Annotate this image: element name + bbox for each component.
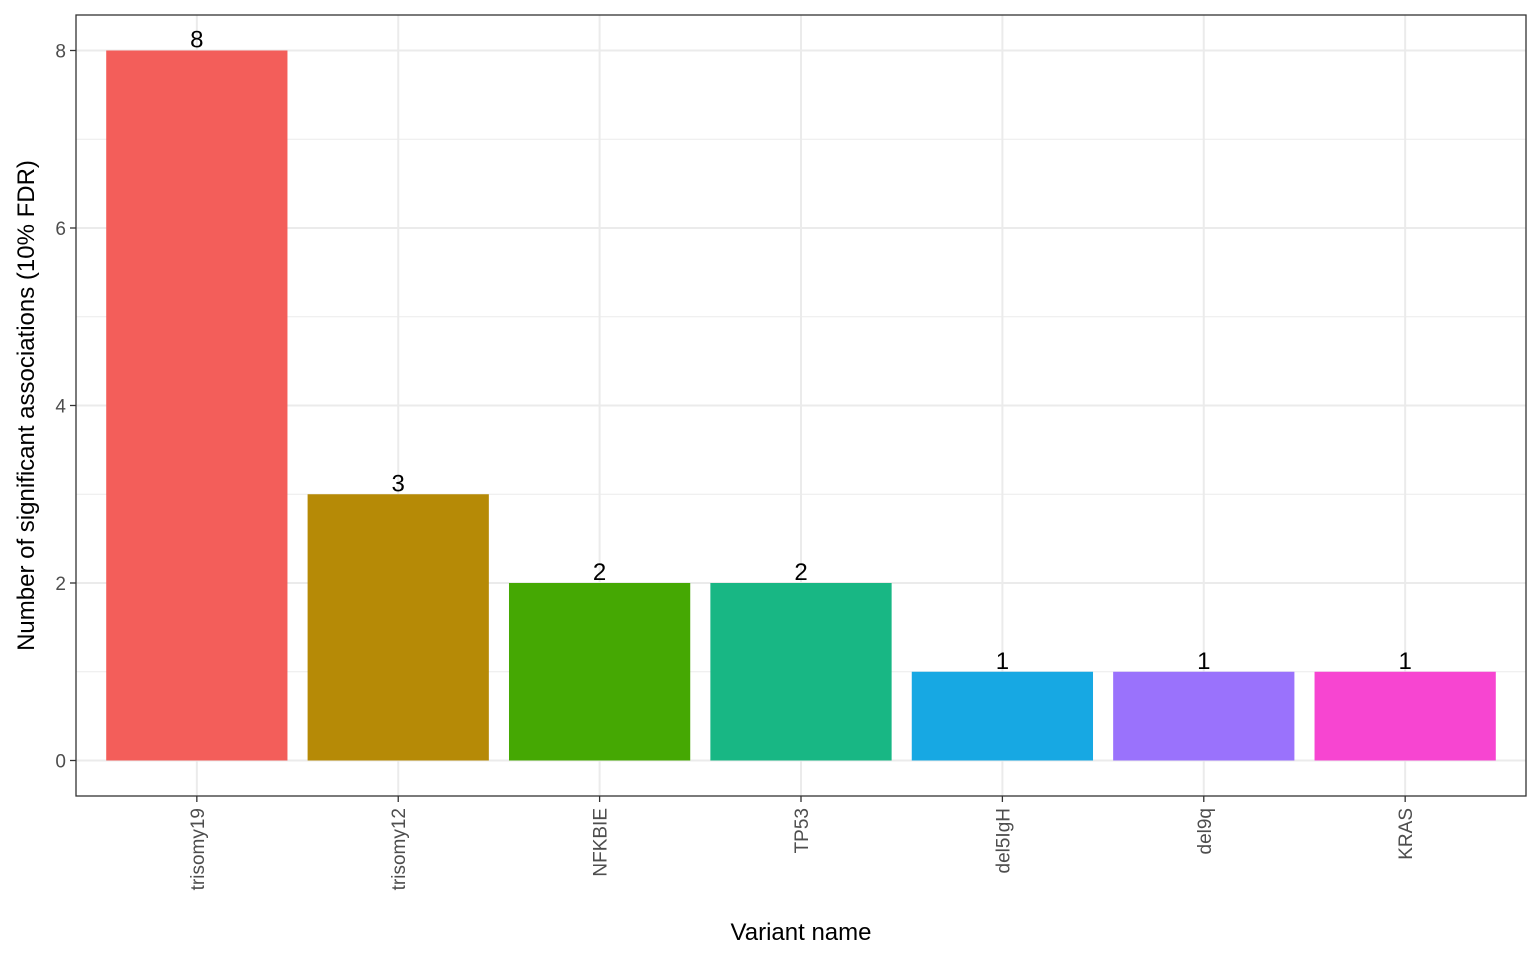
x-axis-title: Variant name bbox=[731, 919, 872, 946]
data-label: 1 bbox=[996, 648, 1009, 675]
y-axis-title: Number of significant associations (10% … bbox=[13, 160, 40, 651]
bar-del5IgH bbox=[911, 671, 1094, 761]
bar-del9q bbox=[1113, 671, 1295, 761]
data-label: 3 bbox=[392, 470, 405, 497]
y-tick-label: 8 bbox=[55, 42, 66, 63]
x-tick-label: KRAS bbox=[1396, 808, 1417, 860]
x-tick-label: TP53 bbox=[792, 808, 813, 853]
bar-TP53 bbox=[710, 583, 892, 761]
data-label: 8 bbox=[190, 27, 203, 54]
bar-trisomy12 bbox=[307, 494, 489, 761]
x-tick-label: trisomy19 bbox=[188, 808, 209, 890]
data-label: 1 bbox=[1197, 648, 1210, 675]
bar-trisomy19 bbox=[106, 50, 288, 761]
bar-NFKBIE bbox=[508, 583, 691, 761]
y-tick-label: 4 bbox=[55, 397, 66, 418]
y-tick-label: 2 bbox=[55, 574, 66, 595]
x-tick-label: del5IgH bbox=[993, 808, 1014, 874]
data-label: 2 bbox=[593, 559, 606, 586]
data-label: 1 bbox=[1398, 648, 1411, 675]
data-label: 2 bbox=[794, 559, 807, 586]
x-tick-label: trisomy12 bbox=[389, 808, 410, 890]
y-tick-label: 6 bbox=[55, 219, 66, 240]
x-tick-label: NFKBIE bbox=[591, 808, 612, 877]
x-tick-label: del9q bbox=[1195, 808, 1216, 855]
y-tick-label: 0 bbox=[55, 752, 66, 773]
bar-KRAS bbox=[1314, 671, 1496, 761]
